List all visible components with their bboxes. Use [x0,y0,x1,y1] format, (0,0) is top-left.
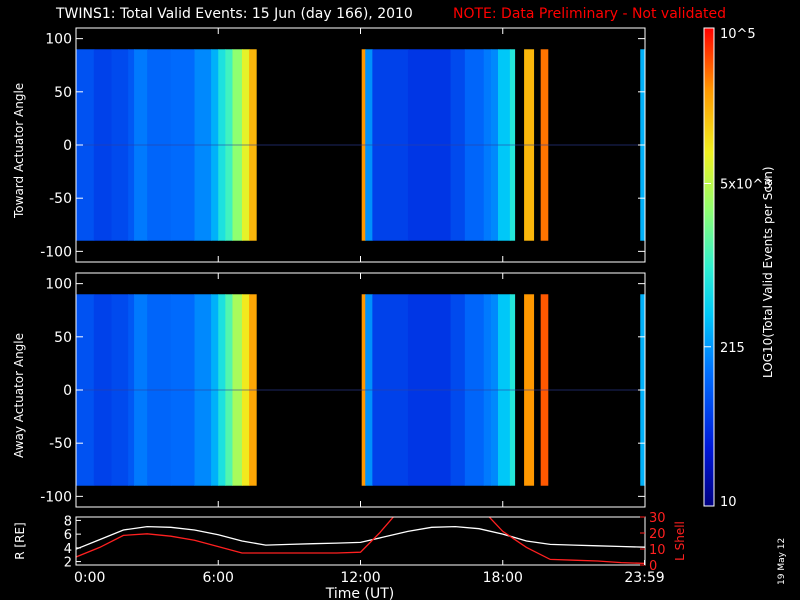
lshell-series-line [76,517,645,565]
away-heatmap-panel: 100 50 0 -50 -100 [40,272,646,508]
y-tick-label: -100 [40,244,72,260]
colorbar-tick-label: 5x10^3 [720,177,772,192]
y-tick-label: 100 [45,277,72,293]
y-tick-label: -50 [49,191,72,207]
y-tick-label: 50 [54,85,72,101]
y-tick-label: -50 [49,436,72,452]
colorbar-gradient [703,27,715,507]
y-tick-label: -100 [40,489,72,505]
toward-heatmap-panel: 100 50 0 -50 -100 [40,27,646,263]
away-y-label: Away Actuator Angle [12,332,26,458]
x-axis-label: Time (UT) [325,586,394,600]
preliminary-note: NOTE: Data Preliminary - Not validated [453,6,727,22]
y-tick-label: 50 [54,330,72,346]
date-stamp: 19 May 12 [777,537,787,585]
colorbar-tick-label: 215 [720,341,745,356]
colorbar: 10 215 5x10^3 10^5 [703,27,772,510]
y-tick-label-right: 10 [649,543,666,558]
y-tick-label: 8 [64,514,72,529]
x-tick-label: 0:00 [74,570,105,586]
y-tick-label-right: 0 [649,559,657,574]
y-tick-label: 100 [45,32,72,48]
x-tick-label: 23:59 [624,570,664,586]
y-tick-label: 0 [63,138,72,154]
y-tick-label: 0 [63,383,72,399]
x-tick-label: 12:00 [340,570,380,586]
colorbar-tick-label: 10^5 [720,27,756,42]
colorbar-label: LOG10(Total Valid Events per Scan) [761,166,775,378]
toward-y-label: Toward Actuator Angle [12,82,26,218]
y-tick-label: 2 [64,556,72,571]
x-tick-label: 18:00 [483,570,523,586]
y-tick-label: 4 [64,542,72,557]
r-axis-label: R [RE] [13,522,27,559]
y-tick-label-right: 30 [649,511,666,526]
colorbar-tick-label: 10 [720,495,737,510]
chart-title: TWINS1: Total Valid Events: 15 Jun (day … [56,6,413,22]
lshell-axis-label: L Shell [673,521,687,561]
y-tick-label: 6 [64,528,72,543]
r-series-line [76,525,645,550]
x-tick-label: 6:00 [203,570,234,586]
panel-frame [75,516,646,566]
y-tick-label-right: 20 [649,527,666,542]
